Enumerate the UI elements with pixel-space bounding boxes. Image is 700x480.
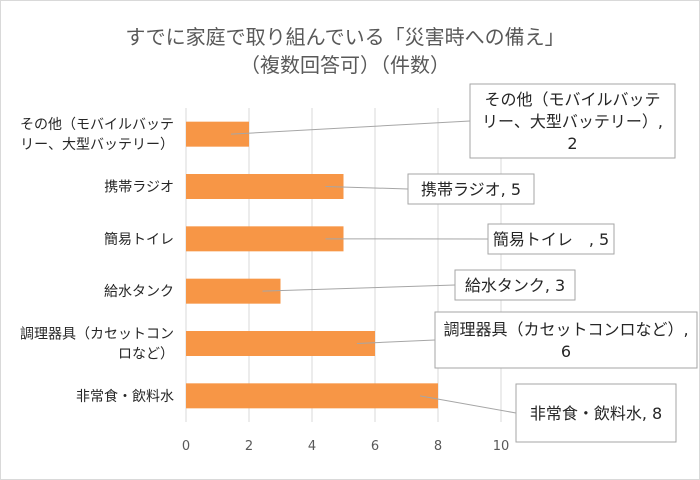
category-label: ロなど） (118, 347, 174, 363)
data-label-box (454, 269, 576, 301)
data-label: 非常食・飲料水, 8 (530, 404, 662, 423)
x-axis-ticks: 0 2 4 6 8 10 (182, 439, 509, 454)
chart-title: すでに家庭で取り組んでいる「災害時への備え」 （複数回答可）（件数） (125, 25, 564, 77)
chart-title-line-2: （複数回答可）（件数） (240, 53, 450, 77)
x-tick-label: 8 (434, 439, 442, 454)
bar (186, 174, 344, 199)
x-tick-label: 6 (371, 439, 379, 454)
data-label: リー、大型バッテリー）, (482, 112, 663, 131)
chart-title-line-1: すでに家庭で取り組んでいる「災害時への備え」 (125, 25, 564, 49)
bar (186, 383, 438, 409)
category-label: 非常食・飲料水 (76, 388, 174, 405)
leader-line (230, 120, 471, 135)
leader-line (325, 186, 409, 190)
data-label-box (434, 311, 698, 369)
data-label: 給水タンク, 3 (465, 276, 565, 295)
data-label-box (407, 173, 535, 205)
bar (186, 226, 344, 252)
data-label: 2 (567, 134, 577, 153)
leader-line (262, 284, 456, 292)
x-tick-label: 10 (493, 439, 510, 454)
data-label: 6 (561, 342, 571, 361)
data-label-box (469, 83, 676, 159)
data-label: 携帯ラジオ, 5 (421, 180, 521, 199)
leader-line (419, 395, 517, 414)
leader-line (356, 339, 436, 344)
bar (186, 331, 375, 356)
data-label: 簡易トイレ , 5 (493, 230, 609, 249)
category-label: 調理器具（カセットコン (20, 327, 174, 343)
category-label: 携帯ラジオ (104, 180, 174, 196)
category-label: その他（モバイルバッテ (20, 117, 174, 133)
category-label: 給水タンク (104, 284, 174, 300)
x-tick-label: 2 (245, 439, 253, 454)
category-label: リー、大型バッテリー） (20, 137, 174, 153)
gridlines (185, 108, 502, 422)
x-tick-label: 0 (182, 439, 190, 454)
data-label-box (515, 383, 677, 443)
data-label-box (487, 223, 615, 255)
data-label: その他（モバイルバッテ (484, 90, 660, 109)
x-tick-label: 4 (308, 439, 316, 454)
data-label: 調理器具（カセットコンロなど）, (443, 320, 688, 339)
category-label: 簡易トイレ (104, 232, 174, 248)
